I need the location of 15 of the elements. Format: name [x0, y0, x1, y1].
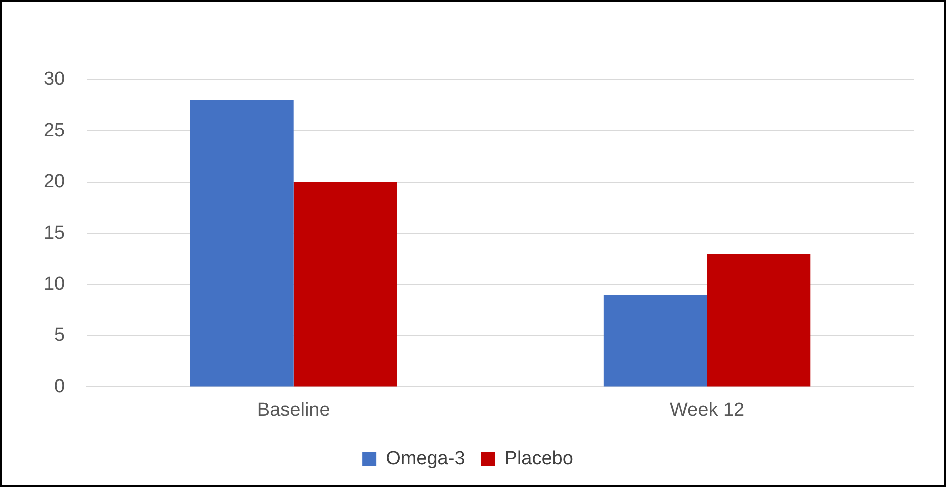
- y-tick-label: 5: [54, 325, 66, 346]
- x-tick-label: Baseline: [257, 400, 330, 421]
- y-tick-label: 0: [54, 376, 66, 398]
- y-tick-label: 15: [44, 222, 66, 244]
- y-tick-label: 25: [44, 120, 66, 142]
- y-tick-label: 10: [44, 274, 66, 296]
- legend-label: Placebo: [504, 448, 574, 470]
- bar: [190, 100, 294, 387]
- bar: [707, 254, 811, 387]
- bar: [294, 182, 398, 387]
- y-tick-label: 20: [44, 172, 66, 193]
- y-tick-label: 30: [44, 69, 66, 90]
- x-tick-label: Week 12: [670, 400, 745, 421]
- legend-label: Omega-3: [386, 448, 466, 470]
- bar: [604, 295, 708, 387]
